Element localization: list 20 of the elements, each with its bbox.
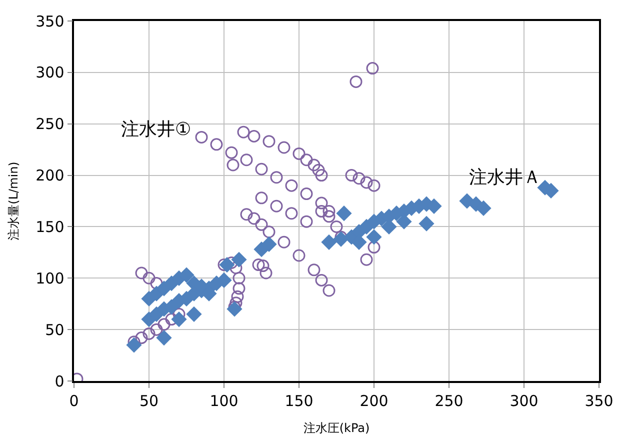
x-tick-label: 150	[284, 392, 314, 410]
y-tick-label: 300	[36, 64, 64, 82]
x-tick-label: 50	[139, 392, 159, 410]
x-tick-label: 300	[510, 392, 538, 410]
x-tick-label: 100	[210, 392, 238, 410]
y-tick-label: 50	[45, 320, 64, 339]
annotation: 注水井①	[121, 119, 192, 140]
y-tick-label: 200	[36, 166, 64, 185]
y-tick-label: 0	[54, 372, 64, 390]
y-tick-label: 150	[36, 218, 64, 236]
y-tick-label: 100	[36, 269, 64, 288]
x-tick-label: 350	[584, 392, 614, 410]
y-tick-label: 350	[36, 12, 64, 30]
x-axis-title: 注水圧(kPa)	[303, 421, 370, 436]
y-tick-label: 250	[36, 115, 64, 134]
x-tick-label: 0	[69, 392, 79, 410]
annotation: 注水井Ａ	[469, 167, 541, 188]
y-axis-title: 注水量(L/min)	[6, 162, 20, 240]
x-tick-label: 250	[434, 392, 464, 410]
x-tick-label: 200	[360, 392, 388, 410]
